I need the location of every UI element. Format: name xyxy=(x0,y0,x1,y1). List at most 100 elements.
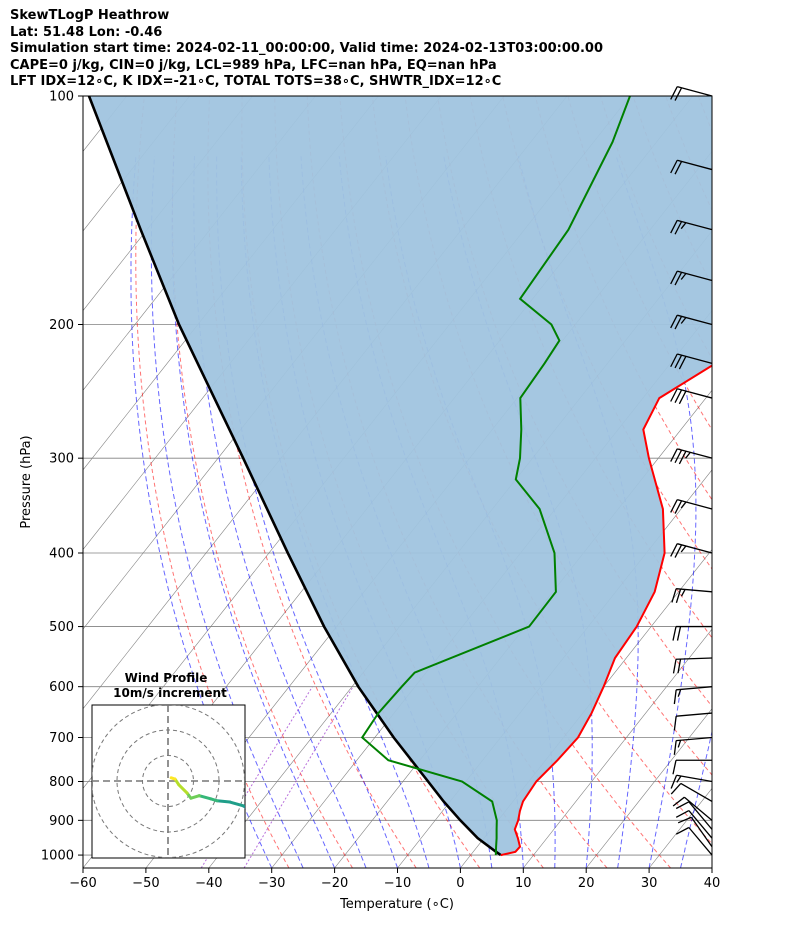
title-indices: LFT IDX=12∘C, K IDX=-21∘C, TOTAL TOTS=38… xyxy=(10,74,502,89)
dry-adiabat-line xyxy=(207,96,417,868)
wind-barb-staff xyxy=(688,810,713,839)
wind-barb-flag xyxy=(680,501,687,509)
dry-adiabat-line xyxy=(731,96,794,868)
x-axis-label: Temperature (∘C) xyxy=(339,897,454,912)
wind-barb xyxy=(672,657,713,674)
wind-barb-flag xyxy=(674,87,683,101)
wind-barb-flag xyxy=(670,86,678,100)
wind-barb-flag xyxy=(672,626,677,641)
dry-adiabat-line xyxy=(171,96,353,868)
x-tick-label: −50 xyxy=(132,876,159,891)
wind-barb-flag xyxy=(675,826,690,835)
y-tick-label: 100 xyxy=(49,90,74,105)
title-location: Lat: 51.48 Lon: -0.46 xyxy=(10,24,163,40)
wind-barb-flag xyxy=(674,544,683,558)
wind-barb xyxy=(670,774,713,789)
wind-barb-flag xyxy=(675,801,690,810)
wind-barb-flag xyxy=(685,451,691,459)
wind-barb-flag xyxy=(674,354,683,369)
dry-adiabat-line xyxy=(697,96,712,133)
x-tick-label: −20 xyxy=(321,876,348,891)
parcel-profile-line xyxy=(87,96,502,857)
y-tick-label: 200 xyxy=(49,318,74,333)
wind-barb-flag xyxy=(671,588,677,603)
y-axis-label: Pressure (hPa) xyxy=(19,435,34,528)
wind-barb xyxy=(675,801,713,830)
wind-barb-flag xyxy=(670,270,678,285)
y-tick-label: 600 xyxy=(49,680,74,695)
title-station: SkewTLogP Heathrow xyxy=(10,8,170,23)
wind-barb xyxy=(670,159,713,175)
x-tick-label: 40 xyxy=(704,876,721,891)
wind-barb-staff xyxy=(677,86,713,97)
wind-barb-flag xyxy=(674,316,683,330)
wind-barb-flag xyxy=(680,317,687,324)
wind-barb xyxy=(670,543,713,558)
y-tick-label: 1000 xyxy=(41,849,74,864)
wind-barb-flag xyxy=(670,220,678,234)
wind-barb-staff xyxy=(684,796,713,821)
wind-barb-flag xyxy=(678,356,687,370)
wind-barb xyxy=(675,826,713,856)
wind-barb-staff xyxy=(676,686,713,691)
y-tick-label: 400 xyxy=(49,547,74,562)
x-tick-label: −30 xyxy=(258,876,285,891)
inset-title: Wind Profile xyxy=(125,671,208,685)
wind-barb-staff xyxy=(676,712,713,717)
wind-barb-flag xyxy=(677,740,682,748)
isotherm-line xyxy=(83,96,190,232)
wind-barb xyxy=(670,499,713,514)
cape-fill-layer xyxy=(89,96,712,856)
wind-barb-staff xyxy=(676,588,713,593)
wind-barb-flag xyxy=(670,783,682,795)
moist-adiabat-line xyxy=(171,156,336,868)
wind-barb-flag xyxy=(670,353,678,368)
wind-barb-flag xyxy=(680,273,687,280)
wind-barb-flag xyxy=(680,545,687,553)
y-tick-label: 900 xyxy=(49,814,74,829)
temperature-line xyxy=(500,364,712,857)
x-tick-label: −40 xyxy=(195,876,222,891)
x-tick-label: 20 xyxy=(578,876,595,891)
wind-barb-flag xyxy=(670,775,678,789)
wind-barb xyxy=(673,712,713,731)
hodograph-segment xyxy=(215,799,232,804)
wind-barb-flag xyxy=(670,388,678,402)
wind-barb-flag xyxy=(674,449,683,464)
wind-barb-flag xyxy=(674,161,683,175)
moist-adiabat-line xyxy=(130,156,273,868)
dry-adiabat-line xyxy=(567,96,712,431)
profile-lines xyxy=(87,96,712,857)
y-tick-label: 700 xyxy=(49,731,74,746)
wind-barb-staff xyxy=(680,782,713,803)
wind-barb xyxy=(670,388,713,405)
y-tick-label: 800 xyxy=(49,775,74,790)
wind-barb-flag xyxy=(675,810,690,818)
wind-barb-staff xyxy=(688,827,713,856)
wind-barbs xyxy=(670,86,713,856)
wind-barb-flag xyxy=(670,543,678,557)
wind-barb-flag xyxy=(674,221,683,235)
hodograph-segment xyxy=(279,838,282,844)
dry-adiabat-line xyxy=(763,96,794,868)
wind-barb xyxy=(673,686,713,705)
inset-subtitle: 10m/s increment xyxy=(113,686,227,700)
wind-barb-flag xyxy=(677,689,682,697)
wind-barb-flag xyxy=(678,390,687,405)
wind-barb xyxy=(670,353,713,370)
title-times: Simulation start time: 2024-02-11_00:00:… xyxy=(10,41,603,56)
x-tick-label: 10 xyxy=(515,876,532,891)
wind-barb-flag xyxy=(676,775,682,783)
wind-barb xyxy=(672,625,712,641)
dry-adiabat-line xyxy=(135,96,290,868)
wind-barb-staff xyxy=(677,499,713,510)
wind-barb-flag xyxy=(680,222,687,230)
moist-adiabat-line xyxy=(150,156,304,868)
wind-barb-flag xyxy=(670,499,678,513)
wind-barb-staff xyxy=(677,314,713,326)
wind-barb-flag xyxy=(670,314,678,329)
dry-adiabat-line xyxy=(241,96,481,868)
moist-adiabat-line xyxy=(711,865,712,868)
wind-barb xyxy=(677,816,713,848)
